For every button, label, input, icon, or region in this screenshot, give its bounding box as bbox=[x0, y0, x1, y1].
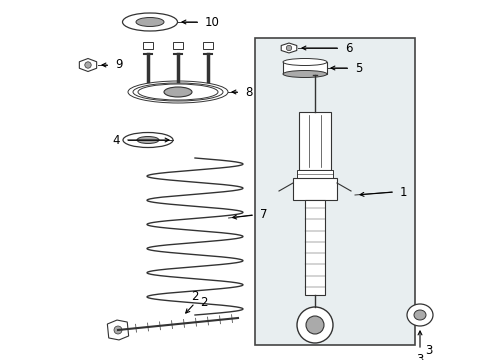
Ellipse shape bbox=[138, 84, 218, 100]
Text: 3: 3 bbox=[424, 343, 431, 356]
Ellipse shape bbox=[128, 81, 227, 103]
Ellipse shape bbox=[123, 132, 173, 148]
Polygon shape bbox=[107, 320, 128, 340]
Bar bbox=[173, 42, 183, 49]
Text: 9: 9 bbox=[115, 58, 122, 72]
Text: 4: 4 bbox=[112, 134, 120, 147]
Text: 2: 2 bbox=[191, 290, 198, 303]
Ellipse shape bbox=[413, 310, 425, 320]
Ellipse shape bbox=[406, 304, 432, 326]
Circle shape bbox=[296, 307, 332, 343]
Ellipse shape bbox=[283, 58, 326, 66]
Bar bbox=[283, 62, 326, 74]
Ellipse shape bbox=[136, 18, 163, 27]
Text: 7: 7 bbox=[260, 208, 267, 221]
Ellipse shape bbox=[163, 87, 192, 97]
Bar bbox=[296, 170, 332, 178]
Bar bbox=[142, 42, 153, 49]
Bar bbox=[298, 112, 330, 170]
Ellipse shape bbox=[137, 136, 159, 144]
Text: 2: 2 bbox=[200, 297, 207, 310]
Circle shape bbox=[285, 45, 291, 51]
Polygon shape bbox=[281, 43, 296, 53]
Ellipse shape bbox=[133, 83, 223, 101]
Circle shape bbox=[84, 62, 91, 68]
Circle shape bbox=[305, 316, 324, 334]
Bar bbox=[292, 178, 336, 200]
Ellipse shape bbox=[283, 71, 326, 77]
Text: 3: 3 bbox=[415, 353, 423, 360]
Circle shape bbox=[114, 326, 122, 334]
Bar bbox=[305, 200, 325, 295]
Text: 6: 6 bbox=[345, 41, 352, 54]
Text: 10: 10 bbox=[204, 15, 220, 28]
Bar bbox=[254, 38, 414, 345]
Text: 1: 1 bbox=[399, 185, 407, 198]
Bar bbox=[203, 42, 213, 49]
Text: 5: 5 bbox=[354, 62, 362, 75]
Polygon shape bbox=[79, 58, 97, 72]
Ellipse shape bbox=[122, 13, 177, 31]
Text: 8: 8 bbox=[244, 85, 252, 99]
